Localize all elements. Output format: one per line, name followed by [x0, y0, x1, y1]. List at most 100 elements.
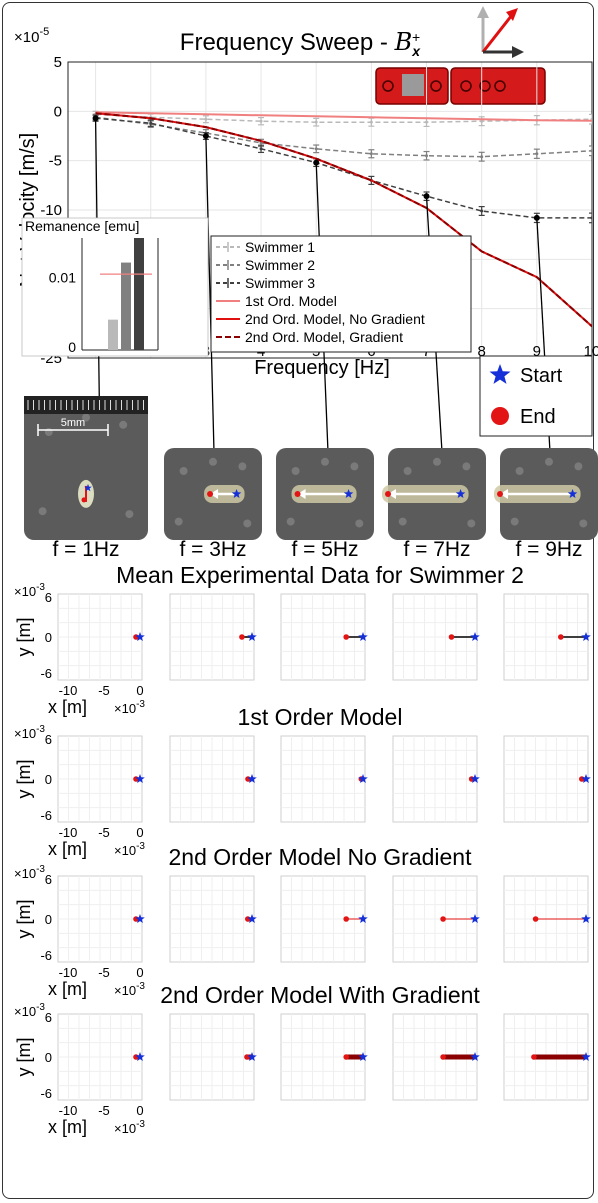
trajectory-panel: [392, 1013, 480, 1101]
y-multiplier: ×10-3: [14, 1002, 45, 1019]
series-line: [95, 117, 592, 219]
remanence-inset: Remanence [emu] 0.01 0: [21, 217, 209, 357]
y-tick-label: 6: [45, 732, 52, 747]
photo-spot: [515, 467, 524, 475]
x-axis-label: x [m]: [48, 979, 87, 999]
series-line: [95, 112, 592, 328]
inset-y-tick: 0: [68, 339, 76, 355]
start-marker: [470, 632, 480, 641]
data-point: [480, 119, 484, 123]
axis-direction-icon: [477, 6, 524, 58]
start-end-legend: Start End: [479, 355, 593, 437]
data-point: [149, 121, 153, 125]
start-marker: [581, 1052, 591, 1061]
y-multiplier: ×10-3: [14, 724, 45, 741]
photo-spot: [291, 467, 300, 475]
photo-spot: [44, 428, 53, 436]
trajectory-panel: [503, 875, 591, 963]
trajectory-panel: [169, 1013, 257, 1101]
photo-background: [24, 396, 148, 540]
x-multiplier: ×10-3: [114, 1119, 145, 1136]
photo-spot: [179, 467, 188, 475]
block-title: 1st Order Model: [238, 704, 403, 730]
start-marker: [84, 483, 92, 492]
series-line: [95, 116, 592, 158]
photo-spot: [510, 517, 519, 526]
trajectory-panel: [280, 593, 368, 681]
legend: Swimmer 1 Swimmer 2 Swimmer 3 1st Ord. Mode…: [210, 235, 472, 353]
data-point: [314, 120, 318, 124]
block-title: 2nd Order Model No Gradient: [169, 844, 473, 870]
photo-spot: [579, 519, 588, 528]
inset-bar: [134, 238, 144, 350]
end-marker: [81, 497, 87, 503]
y-multiplier: ×10-3: [14, 864, 45, 881]
data-point: [369, 152, 373, 156]
inset-bar: [108, 319, 118, 350]
y-multiplier: ×10-3: [14, 582, 45, 599]
start-marker: [135, 914, 145, 923]
data-point: [369, 120, 373, 124]
photo-spot: [82, 413, 90, 422]
y-tick-label: 5: [54, 54, 62, 71]
data-point: [480, 155, 484, 159]
legend-label: Swimmer 2: [245, 257, 315, 273]
end-marker: [294, 491, 301, 497]
inset-bar: [121, 262, 131, 350]
x-multiplier: ×10-3: [114, 981, 145, 998]
trajectory-block: Mean Experimental Data for Swimmer 2 ×10-…: [14, 562, 591, 717]
y-axis-label: y [m]: [14, 900, 34, 939]
x-tick-label: -10: [59, 825, 78, 840]
photo-spot: [174, 517, 183, 526]
block-title: 2nd Order Model With Gradient: [160, 982, 480, 1008]
trajectory-panel: [169, 593, 257, 681]
data-point: [425, 154, 429, 158]
y-tick-label: 0: [45, 772, 52, 787]
photo-spot: [350, 462, 359, 471]
trajectory-panel: [169, 735, 257, 823]
y-axis-label: y [m]: [14, 760, 34, 799]
photo-spot: [238, 462, 247, 471]
y-tick-label: 0: [45, 630, 52, 645]
legend-label: 1st Ord. Model: [245, 293, 337, 309]
x-tick-label: 0: [136, 825, 143, 840]
start-marker: [247, 632, 257, 641]
photo-spot: [243, 519, 252, 528]
photo-spot: [125, 510, 134, 519]
x-tick-label: -10: [59, 965, 78, 980]
photo-spot: [119, 420, 128, 429]
start-marker: [470, 1052, 480, 1061]
x-tick-label: -5: [98, 1103, 110, 1118]
start-marker-icon: [489, 364, 511, 384]
start-marker: [135, 774, 145, 783]
frame-photo: [276, 448, 374, 540]
end-marker: [531, 1054, 537, 1060]
chart-title: Frequency Sweep - Bx+: [180, 28, 421, 59]
start-marker: [581, 632, 591, 641]
start-marker: [470, 914, 480, 923]
start-marker: [343, 489, 354, 498]
data-point: [425, 120, 429, 124]
x-tick-label: -10: [59, 683, 78, 698]
trajectory-panel: 6 0 -6 -10 -5 0 x [m] ×10-3: [40, 872, 145, 999]
x-tick-label: -5: [98, 683, 110, 698]
start-marker: [455, 489, 466, 498]
frequency-label: f = 5Hz: [291, 538, 358, 561]
data-point: [259, 119, 263, 123]
trajectory-panel: 6 0 -6 -10 -5 0 x [m] ×10-3: [40, 732, 145, 859]
photo-spot: [403, 467, 412, 475]
x-tick-label: -5: [98, 825, 110, 840]
frequency-label: f = 3Hz: [179, 538, 246, 561]
trajectory-block: 2nd Order Model With Gradient ×10-3 y [m] 6…: [14, 982, 591, 1137]
y-tick-label: 6: [45, 872, 52, 887]
start-marker: [247, 774, 257, 783]
photo-row: 5mm f = 1Hz f = 3Hz f = 5Hz f = 7Hz f = 9Hz: [24, 396, 598, 561]
photo-spot: [355, 519, 364, 528]
photo-spot: [398, 517, 407, 526]
trajectory-panel: [169, 875, 257, 963]
start-marker: [581, 774, 591, 783]
end-marker: [440, 1054, 446, 1060]
y-tick-label: 6: [45, 1010, 52, 1025]
